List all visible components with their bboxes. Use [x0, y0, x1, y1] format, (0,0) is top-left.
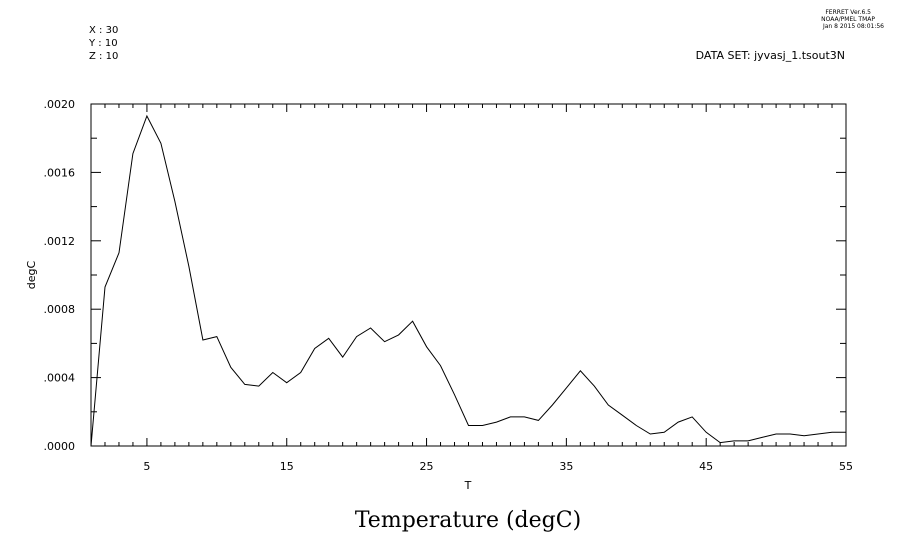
x-axis-label: T — [464, 479, 472, 492]
x-tick-label: 15 — [280, 460, 294, 473]
y-tick-labels: .0000 .0004 .0008 .0012 .0016 .0020 — [44, 98, 76, 453]
y-tick-label: .0004 — [44, 372, 76, 385]
x-tick-label: 25 — [420, 460, 434, 473]
y-tick-label: .0012 — [44, 235, 76, 248]
y-tick-label: .0016 — [44, 166, 76, 179]
plot-datetime: Jan 8 2015 08:01:56 — [822, 23, 884, 30]
ferret-version: FERRET Ver.6.5 — [825, 9, 871, 16]
y-tick-label: .0020 — [44, 98, 76, 111]
plot-frame — [90, 103, 847, 447]
data-series-line — [90, 114, 846, 447]
axis-ticks — [90, 103, 847, 447]
location-y: Y : 10 — [88, 38, 118, 49]
dataset-label: DATA SET: jyvasj_1.tsout3N — [696, 49, 845, 62]
y-tick-label: .0008 — [44, 303, 76, 316]
location-z: Z : 10 — [89, 51, 118, 62]
ferret-org: NOAA/PMEL TMAP — [821, 16, 875, 23]
x-tick-label: 45 — [699, 460, 713, 473]
x-tick-label: 35 — [559, 460, 573, 473]
location-x: X : 30 — [89, 25, 118, 36]
chart-title: Temperature (degC) — [355, 508, 581, 533]
y-axis-label: degC — [25, 260, 38, 289]
x-tick-labels: 5 15 25 35 45 55 — [143, 460, 853, 473]
y-tick-label: .0000 — [44, 440, 76, 453]
x-tick-label: 55 — [839, 460, 853, 473]
x-tick-label: 5 — [143, 460, 150, 473]
